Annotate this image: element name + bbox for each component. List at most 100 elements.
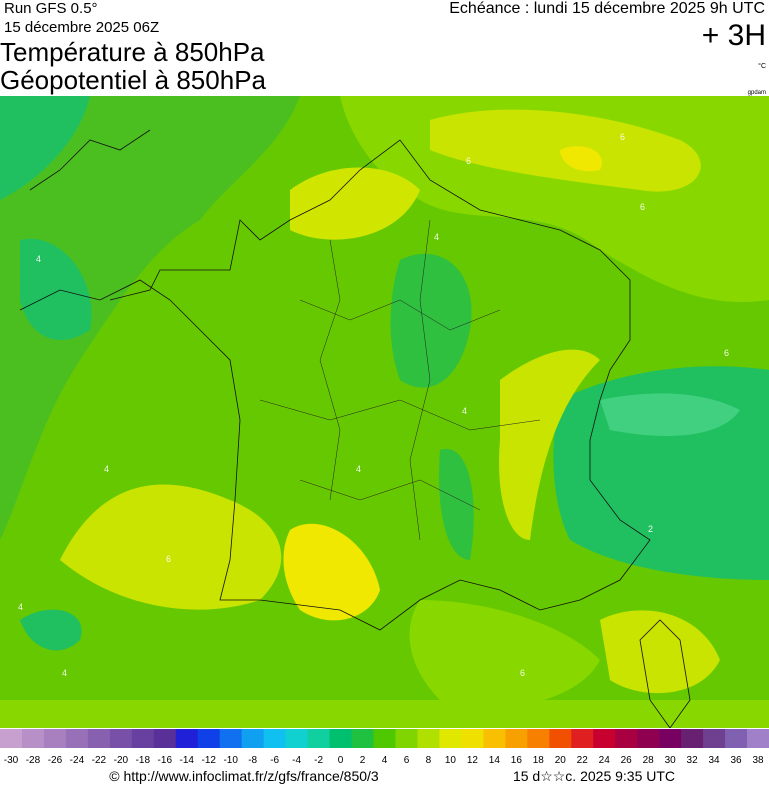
colorbar-swatch xyxy=(615,729,638,748)
region xyxy=(600,610,720,694)
colorbar-swatch xyxy=(747,729,769,748)
border xyxy=(259,219,541,541)
colorbar-label: 6 xyxy=(404,755,410,766)
colorbar-swatch xyxy=(593,729,616,748)
region xyxy=(390,253,472,388)
contour-label: 6 xyxy=(520,668,525,678)
colorbar-label: 20 xyxy=(555,755,567,766)
colorbar-label: -26 xyxy=(48,755,63,766)
colorbar-swatch xyxy=(637,729,660,748)
colorbar-swatch xyxy=(681,729,704,748)
colorbar-swatch xyxy=(659,729,682,748)
region xyxy=(0,96,300,540)
colorbar-label: -2 xyxy=(314,755,323,766)
colorbar-label: -16 xyxy=(158,755,173,766)
region xyxy=(409,600,600,708)
contour-label: 6 xyxy=(620,132,625,142)
colorbar-swatch xyxy=(263,729,287,748)
colorbar-swatch xyxy=(87,729,111,748)
colorbar-label: -20 xyxy=(114,755,129,766)
region xyxy=(0,700,769,728)
run: Run GFS 0.5° xyxy=(4,0,98,17)
colorbar-swatch xyxy=(329,729,353,748)
colorbar-label: 12 xyxy=(467,755,479,766)
colorbar-label: 30 xyxy=(665,755,677,766)
region xyxy=(60,484,282,610)
colorbar-swatch xyxy=(373,729,396,748)
colorbar-label: -22 xyxy=(92,755,107,766)
run-date: 15 décembre 2025 06Z xyxy=(4,19,159,36)
colorbar-label: -28 xyxy=(26,755,41,766)
colorbar-swatch xyxy=(505,729,528,748)
region xyxy=(499,349,600,540)
region xyxy=(600,393,740,436)
contour-label: 4 xyxy=(18,602,23,612)
colorbar-label: 10 xyxy=(445,755,457,766)
colorbar-swatch xyxy=(21,729,45,748)
colorbar-label: 34 xyxy=(709,755,721,766)
contour-label: 6 xyxy=(166,554,171,564)
colorbar-label: -6 xyxy=(270,755,279,766)
colorbar-label: 0 xyxy=(338,755,344,766)
colorbar-swatch xyxy=(307,729,331,748)
colorbar-label: -10 xyxy=(223,755,238,766)
region xyxy=(20,609,82,651)
colorbar-label: 26 xyxy=(621,755,633,766)
colorbar-swatch xyxy=(0,729,23,748)
colorbar-swatch xyxy=(153,729,177,748)
colorbar-swatch xyxy=(65,729,89,748)
title: Géopotentiel à 850hPa xyxy=(0,65,267,95)
colorbar-label: -18 xyxy=(136,755,151,766)
coastline xyxy=(19,129,651,631)
colorbar-swatch xyxy=(395,729,418,748)
colorbar-swatch xyxy=(527,729,550,748)
colorbar-swatch xyxy=(549,729,572,748)
colorbar-label: -12 xyxy=(202,755,217,766)
unit: °C xyxy=(758,62,766,70)
title: Température à 850hPa xyxy=(0,37,265,67)
colorbar-label: -14 xyxy=(180,755,195,766)
region xyxy=(560,146,602,172)
contour-label: 2 xyxy=(648,524,653,534)
contour-label: 4 xyxy=(36,254,41,264)
colorbar-label: 16 xyxy=(511,755,523,766)
colorbar-swatch xyxy=(703,729,726,748)
region xyxy=(290,167,420,240)
colorbar-swatch xyxy=(417,729,440,748)
contour-label: 6 xyxy=(466,156,471,166)
colorbar-swatch xyxy=(285,729,309,748)
colorbar-swatch xyxy=(43,729,67,748)
colorbar-label: -24 xyxy=(70,755,85,766)
colorbar-label: 2 xyxy=(360,755,366,766)
colorbar-swatch xyxy=(241,729,265,748)
region xyxy=(439,448,474,560)
colorbar-swatch xyxy=(175,729,199,748)
colorbar-label: -4 xyxy=(292,755,301,766)
colorbar-label: 18 xyxy=(533,755,545,766)
colorbar-label: 28 xyxy=(643,755,655,766)
contour-label: 4 xyxy=(104,464,109,474)
colorbar-label: 32 xyxy=(687,755,699,766)
colorbar-label: -30 xyxy=(4,755,19,766)
colorbar-label: 24 xyxy=(599,755,611,766)
colorbar-swatch xyxy=(483,729,506,748)
region xyxy=(0,96,90,200)
source: © http://www.infoclimat.fr/z/gfs/france/… xyxy=(109,768,379,784)
colorbar-swatch xyxy=(131,729,155,748)
coastline xyxy=(639,619,691,728)
valid-time: Echéance : lundi 15 décembre 2025 9h UTC xyxy=(449,0,765,17)
contour-label: 4 xyxy=(462,406,467,416)
colorbar-swatch xyxy=(461,729,484,748)
colorbar-swatch xyxy=(725,729,748,748)
colorbar-swatch xyxy=(197,729,221,748)
colorbar-swatch xyxy=(439,729,462,748)
colorbar-label: 14 xyxy=(489,755,501,766)
region xyxy=(283,523,380,621)
colorbar-label: 22 xyxy=(577,755,589,766)
colorbar-label: 36 xyxy=(730,755,742,766)
colorbar-swatch xyxy=(109,729,133,748)
region xyxy=(20,238,92,340)
colorbar-label: -8 xyxy=(248,755,257,766)
contour-label: 4 xyxy=(62,668,67,678)
colorbar-label: 4 xyxy=(382,755,388,766)
